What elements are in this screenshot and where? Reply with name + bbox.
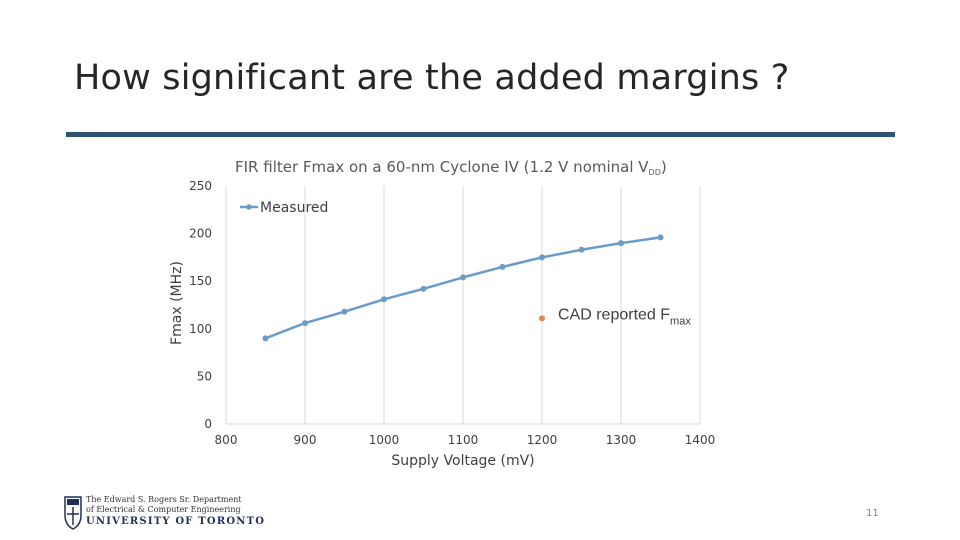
y-tick-label-50: 50 bbox=[197, 369, 212, 383]
cad-reported-fmax-label: CAD reported Fmax bbox=[558, 306, 691, 327]
x-axis-label: Supply Voltage (mV) bbox=[391, 453, 534, 469]
x-tick-label-1300: 1300 bbox=[606, 433, 637, 447]
legend-marker bbox=[246, 204, 252, 210]
chart-title: FIR filter Fmax on a 60-nm Cyclone IV (1… bbox=[235, 158, 667, 177]
x-tick-label-900: 900 bbox=[294, 433, 317, 447]
data-point-1100 bbox=[460, 274, 466, 281]
data-point-1250 bbox=[578, 246, 585, 253]
page-number: 11 bbox=[866, 508, 879, 519]
logo-university-name: UNIVERSITY OF TORONTO bbox=[86, 516, 266, 527]
data-point-1150 bbox=[499, 263, 506, 270]
university-logo: The Edward S. Rogers Sr. Department of E… bbox=[64, 494, 264, 534]
x-tick-label-1400: 1400 bbox=[685, 433, 716, 447]
data-point-850 bbox=[262, 335, 269, 342]
y-tick-label-100: 100 bbox=[189, 322, 212, 336]
slide-title: How significant are the added margins ? bbox=[74, 58, 790, 98]
logo-department-line2: of Electrical & Computer Engineering bbox=[86, 505, 241, 514]
x-tick-label-1100: 1100 bbox=[448, 433, 479, 447]
chart-title-suffix: ) bbox=[660, 158, 667, 176]
data-point-1000 bbox=[381, 296, 387, 303]
cad-reported-fmax-marker bbox=[539, 315, 545, 322]
legend-label-measured: Measured bbox=[260, 200, 328, 216]
data-point-1050 bbox=[420, 285, 427, 292]
tick-layer: 800 900 1000 1100 1200 1300 1400 0 50 100 150 200 25… bbox=[189, 179, 715, 447]
data-point-1300 bbox=[618, 240, 624, 247]
chart-title-subscript: DD bbox=[648, 168, 661, 177]
logo-department-line1: The Edward S. Rogers Sr. Department bbox=[86, 495, 242, 504]
university-crest-icon bbox=[64, 496, 82, 530]
grid-layer bbox=[225, 186, 701, 425]
y-tick-label-0: 0 bbox=[204, 417, 212, 431]
cad-reported-fmax-subscript: max bbox=[670, 315, 691, 327]
data-point-1350 bbox=[657, 234, 664, 241]
y-tick-label-150: 150 bbox=[189, 274, 212, 288]
y-axis-label: Fmax (MHz) bbox=[169, 261, 185, 345]
legend: Measured bbox=[240, 200, 328, 216]
data-point-950 bbox=[341, 308, 348, 315]
x-tick-label-1200: 1200 bbox=[527, 433, 558, 447]
title-rule bbox=[66, 132, 895, 137]
annotation-layer: CAD reported Fmax bbox=[539, 306, 691, 327]
chart-title-text: FIR filter Fmax on a 60-nm Cyclone IV (1… bbox=[235, 158, 649, 176]
series-layer bbox=[262, 234, 664, 342]
y-tick-label-200: 200 bbox=[189, 227, 212, 241]
x-tick-label-1000: 1000 bbox=[369, 433, 400, 447]
data-point-1200 bbox=[539, 254, 545, 261]
y-tick-label-250: 250 bbox=[189, 179, 212, 193]
x-tick-label-800: 800 bbox=[215, 433, 238, 447]
data-point-900 bbox=[302, 320, 308, 327]
